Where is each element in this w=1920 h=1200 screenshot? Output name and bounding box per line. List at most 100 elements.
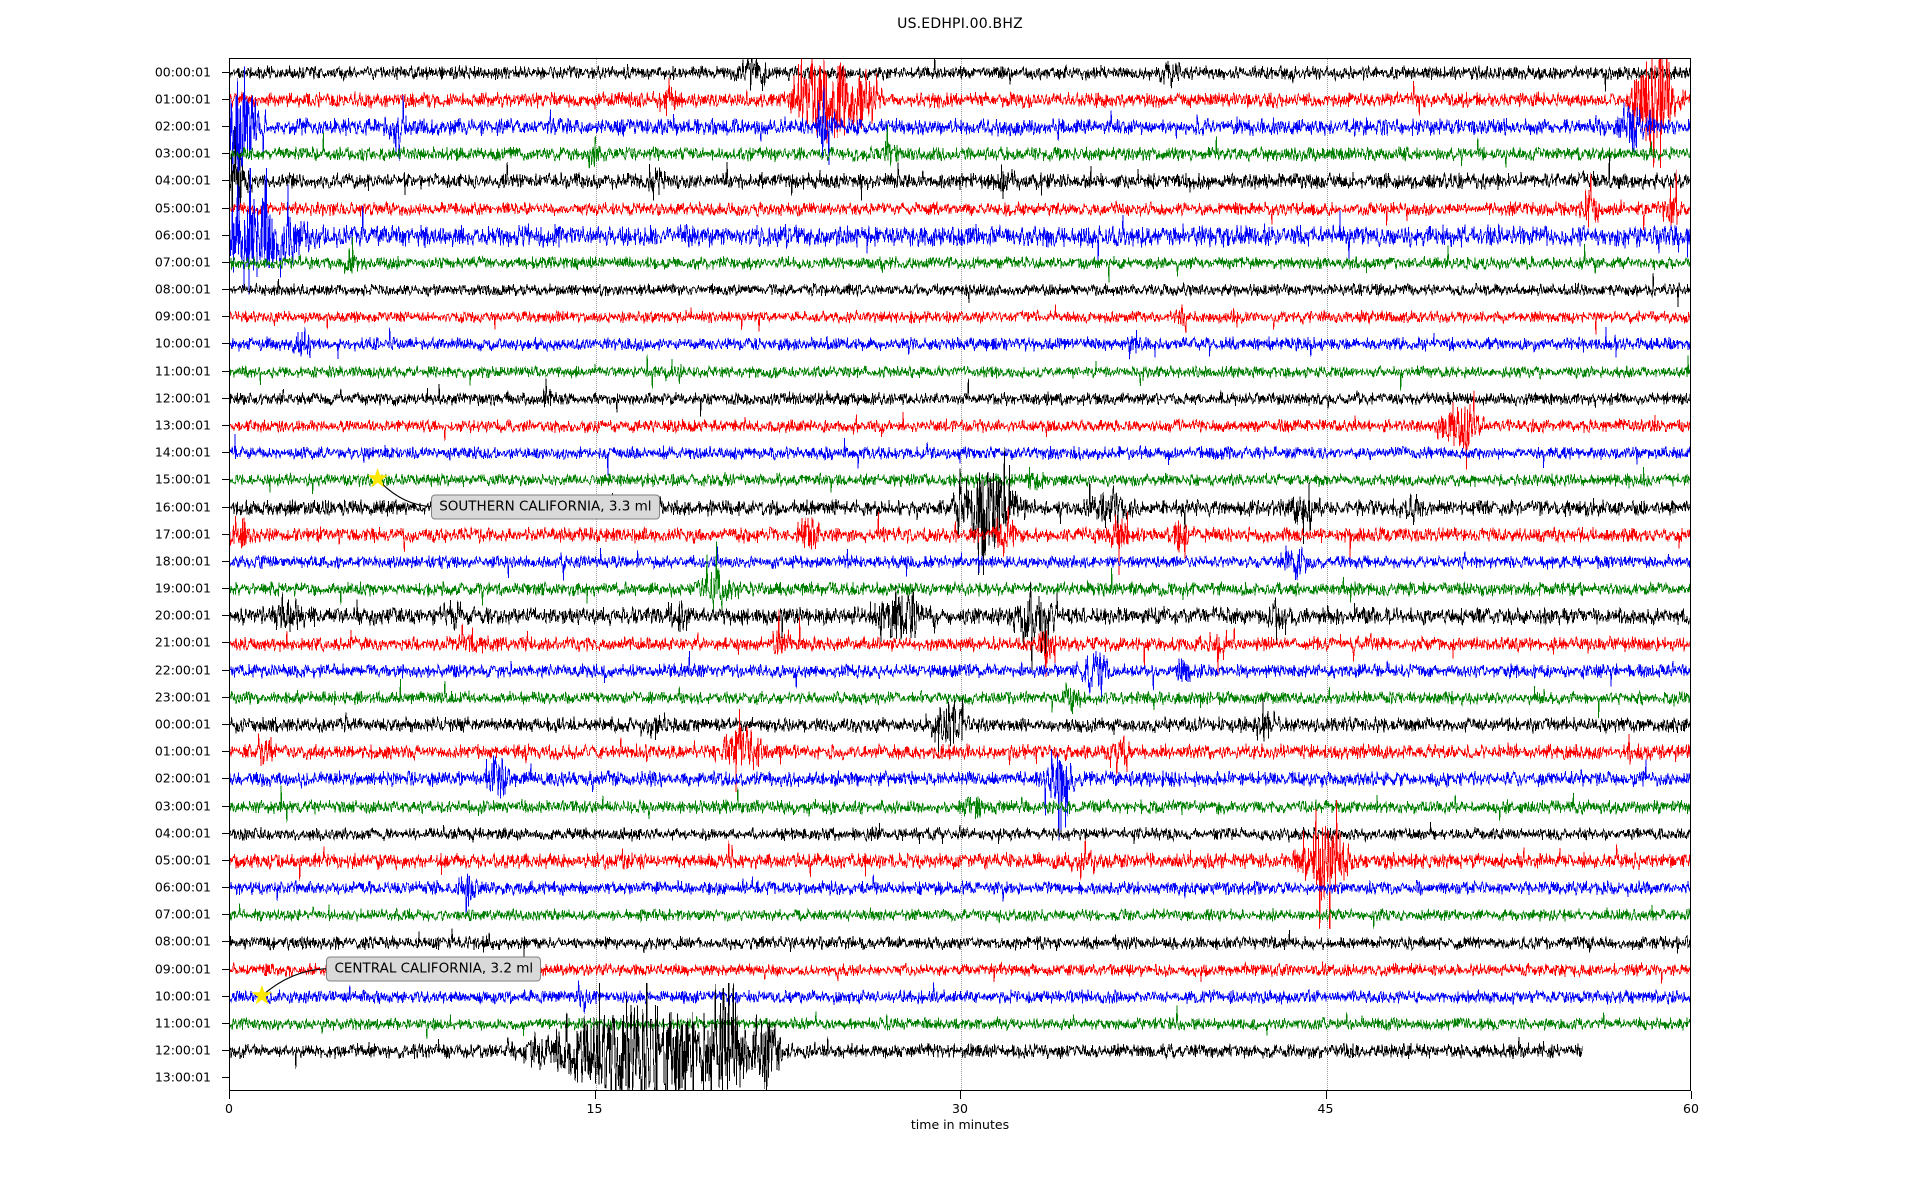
y-tick-mark — [222, 125, 229, 127]
trace-row — [230, 304, 1690, 335]
y-tick-label: 21:00:01 — [154, 634, 211, 650]
y-tick-label: 00:00:01 — [154, 716, 211, 732]
y-tick-label: 09:00:01 — [154, 308, 211, 324]
trace-row — [230, 125, 1690, 169]
y-tick-label: 13:00:01 — [154, 1069, 211, 1085]
y-tick-mark — [222, 560, 229, 562]
x-tick-mark — [594, 1091, 596, 1099]
x-tick-mark — [1691, 1091, 1692, 1099]
y-tick-mark — [222, 1077, 229, 1079]
trace-row — [230, 983, 1583, 1090]
plot-area — [229, 58, 1691, 1091]
trace-row — [230, 678, 1690, 718]
y-tick-label: 12:00:01 — [154, 1042, 211, 1058]
y-tick-label: 02:00:01 — [154, 118, 211, 134]
x-tick-label: 15 — [586, 1101, 603, 1116]
page-title: US.EDHPI.00.BHZ — [897, 16, 1023, 32]
trace-row — [230, 903, 1690, 930]
y-tick-label: 02:00:01 — [154, 770, 211, 786]
trace-row — [230, 541, 1690, 611]
y-tick-mark — [222, 1050, 229, 1052]
y-tick-mark — [222, 887, 229, 889]
x-tick-label: 60 — [1683, 1101, 1699, 1116]
trace-row — [230, 799, 1690, 929]
y-tick-mark — [222, 696, 229, 698]
x-tick-mark — [1325, 1091, 1327, 1099]
y-tick-mark — [222, 724, 229, 725]
gridline-15 — [595, 59, 597, 1090]
trace-row — [230, 928, 1690, 958]
x-tick-mark — [960, 1091, 961, 1099]
y-tick-label: 03:00:01 — [154, 145, 211, 161]
trace-row — [230, 608, 1690, 677]
x-tick-label: 45 — [1317, 1101, 1334, 1116]
y-tick-mark — [222, 506, 229, 508]
y-tick-label: 07:00:01 — [154, 906, 211, 922]
y-tick-label: 10:00:01 — [154, 988, 211, 1004]
trace-row — [230, 167, 1690, 295]
trace-row — [230, 581, 1690, 673]
trace-row — [230, 59, 1690, 92]
y-tick-label: 17:00:01 — [154, 526, 211, 542]
trace-row — [230, 433, 1690, 476]
y-tick-mark — [222, 98, 229, 100]
y-tick-label: 20:00:01 — [154, 607, 211, 623]
trace-row — [230, 545, 1690, 581]
y-tick-mark — [222, 914, 229, 916]
trace-row — [230, 169, 1690, 230]
x-axis-labels: 0 15 30 45 60 — [0, 1091, 1920, 1151]
y-tick-mark — [222, 941, 229, 943]
trace-row — [230, 467, 1690, 495]
y-tick-label: 04:00:01 — [154, 825, 211, 841]
y-tick-label: 11:00:01 — [154, 363, 211, 379]
y-tick-label: 07:00:01 — [154, 254, 211, 270]
y-tick-mark — [222, 343, 229, 345]
y-tick-mark — [222, 533, 229, 535]
y-tick-label: 05:00:01 — [154, 852, 211, 868]
gridline-30 — [961, 59, 962, 1090]
trace-row — [230, 272, 1690, 308]
trace-row — [230, 697, 1690, 758]
y-tick-label: 10:00:01 — [154, 335, 211, 351]
x-tick-mark — [229, 1091, 230, 1099]
y-tick-mark — [222, 832, 229, 834]
y-tick-mark — [222, 289, 229, 291]
trace-row — [230, 821, 1690, 845]
y-tick-label: 15:00:01 — [154, 471, 211, 487]
y-tick-label: 11:00:01 — [154, 1015, 211, 1031]
y-tick-label: 08:00:01 — [154, 933, 211, 949]
gridline-45 — [1326, 59, 1328, 1090]
y-tick-mark — [222, 859, 229, 861]
y-tick-mark — [222, 424, 229, 426]
y-tick-label: 14:00:01 — [154, 444, 211, 460]
y-tick-label: 23:00:01 — [154, 689, 211, 705]
y-tick-mark — [222, 642, 229, 644]
y-tick-label: 01:00:01 — [154, 91, 211, 107]
trace-row — [230, 1010, 1691, 1091]
trace-row — [230, 785, 1690, 823]
trace-row — [230, 127, 1690, 221]
y-tick-label: 18:00:01 — [154, 553, 211, 569]
y-tick-mark — [222, 397, 229, 399]
y-tick-mark — [222, 479, 229, 481]
y-tick-label: 22:00:01 — [154, 662, 211, 678]
y-tick-mark — [222, 1023, 229, 1025]
y-tick-label: 09:00:01 — [154, 961, 211, 977]
y-tick-mark — [222, 995, 229, 997]
y-tick-mark — [222, 588, 229, 590]
trace-row — [230, 59, 1690, 168]
y-tick-mark — [222, 234, 229, 236]
y-tick-mark — [222, 669, 229, 671]
y-tick-mark — [222, 261, 229, 263]
trace-row — [230, 873, 1690, 916]
trace-row — [230, 1005, 1690, 1040]
trace-row — [230, 390, 1690, 470]
y-tick-label: 00:00:01 — [154, 64, 211, 80]
trace-row — [230, 709, 1690, 793]
trace-row — [230, 505, 1690, 575]
event-annotation-label[interactable]: SOUTHERN CALIFORNIA, 3.3 ml — [431, 494, 660, 520]
y-tick-mark — [222, 180, 229, 182]
event-annotation-label[interactable]: CENTRAL CALIFORNIA, 3.2 ml — [326, 956, 542, 982]
trace-row — [230, 749, 1690, 842]
y-tick-mark — [222, 452, 229, 454]
